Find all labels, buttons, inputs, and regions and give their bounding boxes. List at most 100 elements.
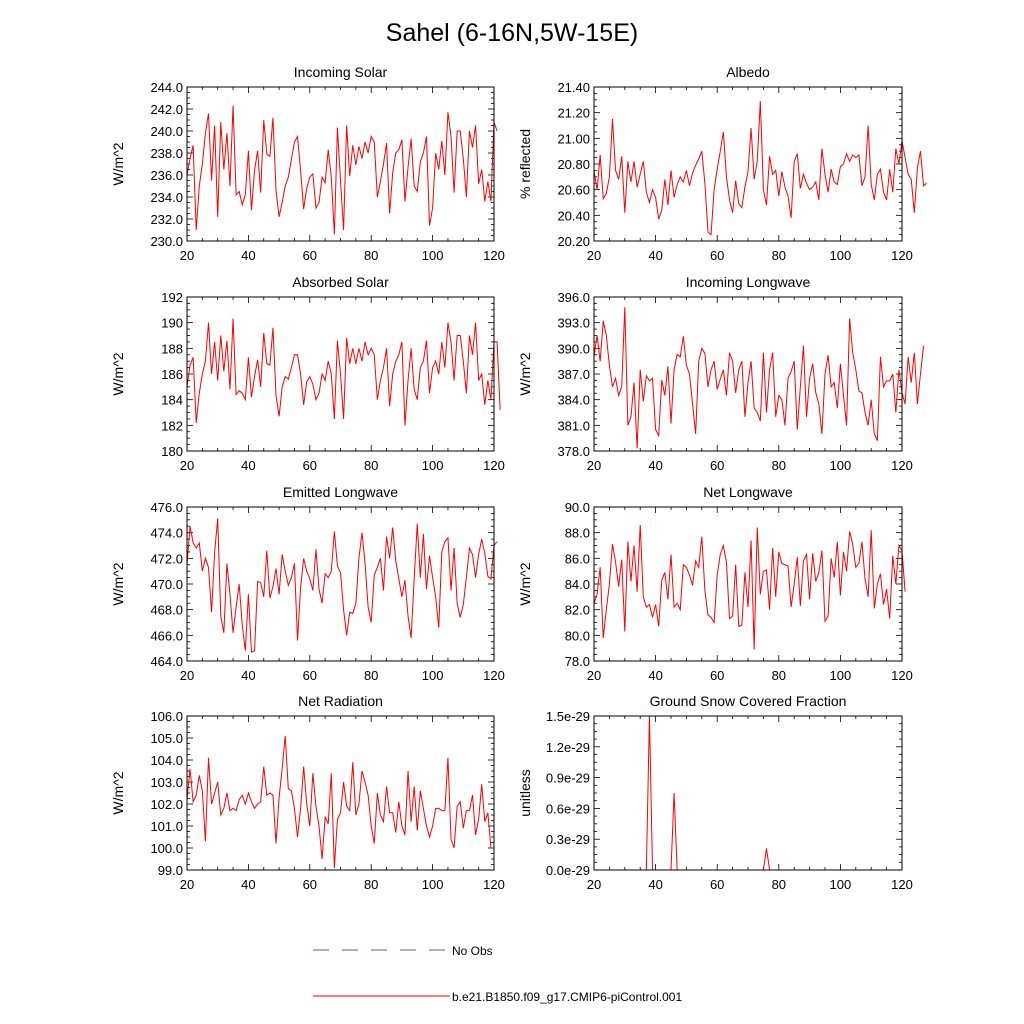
y-tick-label: 240.0 — [150, 124, 183, 139]
panel-8: Ground Snow Covered Fraction unitless 20 40… — [517, 693, 913, 892]
legend-obs-label: No Obs — [452, 944, 493, 958]
panel-7: Net Radiation W/m^2 20 40 60 80 100 120 99.0 100.… — [110, 693, 505, 892]
y-tick-label: 21.00 — [557, 131, 590, 146]
x-tick-label: 120 — [891, 668, 913, 683]
y-tick-label: 78.0 — [565, 654, 590, 669]
x-tick-label: 20 — [587, 458, 601, 473]
x-tick-label: 20 — [587, 668, 601, 683]
y-tick-label: 100.0 — [150, 841, 183, 856]
panel-title: Emitted Longwave — [283, 484, 398, 500]
panel-2: Albedo % reflected 20 40 60 80 100 120 20.20 20.4… — [517, 64, 927, 263]
x-tick-label: 60 — [303, 877, 317, 892]
y-axis-label: W/m^2 — [110, 142, 126, 185]
legend-model-label: b.e21.B1850.f09_g17.CMIP6-piControl.001 — [452, 990, 682, 1004]
panel-5: Emitted Longwave W/m^2 20 40 60 80 100 120 464.0… — [110, 484, 505, 683]
plot-frame — [186, 715, 495, 871]
y-tick-label: 474.0 — [150, 526, 183, 541]
y-axis-label: % reflected — [517, 129, 533, 199]
x-tick-label: 40 — [648, 668, 662, 683]
x-tick-label: 120 — [891, 877, 913, 892]
y-axis-label: W/m^2 — [110, 352, 126, 395]
y-tick-label: 84.0 — [565, 577, 590, 592]
y-axis-label: W/m^2 — [110, 562, 126, 605]
plot-frame — [186, 296, 495, 452]
x-tick-label: 20 — [180, 458, 194, 473]
x-tick-label: 120 — [891, 248, 913, 263]
y-tick-label: 105.0 — [150, 731, 183, 746]
y-tick-label: 182 — [161, 418, 183, 433]
x-tick-label: 120 — [483, 668, 505, 683]
panels: Incoming Solar W/m^2 20 40 60 80 100 120 230.0 23… — [110, 64, 927, 892]
series-line — [593, 524, 906, 650]
y-tick-label: 466.0 — [150, 628, 183, 643]
y-axis-label: W/m^2 — [517, 352, 533, 395]
x-tick-label: 80 — [772, 458, 786, 473]
y-tick-label: 106.0 — [150, 709, 183, 724]
plot-frame — [593, 86, 903, 242]
x-tick-label: 80 — [364, 248, 378, 263]
x-tick-label: 20 — [180, 668, 194, 683]
y-tick-label: 230.0 — [150, 234, 183, 249]
plot-frame — [593, 296, 903, 452]
x-tick-label: 100 — [422, 248, 444, 263]
y-tick-label: 186 — [161, 367, 183, 382]
series-line — [186, 105, 498, 235]
x-tick-label: 120 — [483, 458, 505, 473]
panel-1: Incoming Solar W/m^2 20 40 60 80 100 120 230.0 23… — [110, 64, 505, 263]
y-tick-label: 180 — [161, 444, 183, 459]
panel-title: Albedo — [726, 64, 770, 80]
panel-title: Absorbed Solar — [292, 274, 389, 290]
y-tick-label: 190 — [161, 316, 183, 331]
x-tick-label: 40 — [241, 248, 255, 263]
y-tick-label: 80.0 — [565, 628, 590, 643]
series-line — [186, 318, 501, 426]
y-tick-label: 90.0 — [565, 500, 590, 515]
y-tick-label: 82.0 — [565, 603, 590, 618]
x-tick-label: 80 — [364, 668, 378, 683]
y-axis-label: W/m^2 — [110, 771, 126, 814]
x-tick-label: 120 — [483, 877, 505, 892]
y-tick-label: 20.80 — [557, 157, 590, 172]
x-tick-label: 20 — [180, 877, 194, 892]
y-tick-label: 1.2e-29 — [546, 740, 590, 755]
x-tick-label: 80 — [364, 877, 378, 892]
y-tick-label: 192 — [161, 290, 183, 305]
panel-title: Incoming Solar — [294, 64, 388, 80]
plot-frame — [593, 715, 903, 871]
x-tick-label: 80 — [772, 248, 786, 263]
y-tick-label: 242.0 — [150, 102, 183, 117]
y-tick-label: 390.0 — [557, 341, 590, 356]
series-line — [186, 735, 492, 868]
y-tick-label: 21.40 — [557, 80, 590, 95]
legend: No Obs b.e21.B1850.f09_g17.CMIP6-piContr… — [313, 944, 682, 1004]
panel-title: Incoming Longwave — [686, 274, 811, 290]
y-tick-label: 472.0 — [150, 551, 183, 566]
x-tick-label: 80 — [364, 458, 378, 473]
y-tick-label: 0.6e-29 — [546, 801, 590, 816]
x-tick-label: 100 — [422, 458, 444, 473]
y-tick-label: 99.0 — [158, 863, 183, 878]
y-tick-label: 378.0 — [557, 444, 590, 459]
x-tick-label: 40 — [241, 668, 255, 683]
x-tick-label: 40 — [648, 458, 662, 473]
x-tick-label: 60 — [303, 668, 317, 683]
y-tick-label: 102.0 — [150, 797, 183, 812]
y-tick-label: 103.0 — [150, 775, 183, 790]
y-axis-label: W/m^2 — [517, 562, 533, 605]
y-tick-label: 20.40 — [557, 208, 590, 223]
y-tick-label: 464.0 — [150, 654, 183, 669]
y-tick-label: 236.0 — [150, 168, 183, 183]
x-tick-label: 60 — [710, 248, 724, 263]
y-tick-label: 21.20 — [557, 106, 590, 121]
y-tick-label: 232.0 — [150, 212, 183, 227]
x-tick-label: 80 — [772, 668, 786, 683]
y-tick-label: 476.0 — [150, 500, 183, 515]
panel-4: Incoming Longwave W/m^2 20 40 60 80 100 120 378.… — [517, 274, 925, 473]
x-tick-label: 20 — [587, 877, 601, 892]
y-tick-label: 184 — [161, 393, 183, 408]
panel-3: Absorbed Solar W/m^2 20 40 60 80 100 120 180 182 1… — [110, 274, 505, 473]
y-tick-label: 0.3e-29 — [546, 832, 590, 847]
y-tick-label: 104.0 — [150, 753, 183, 768]
y-tick-label: 468.0 — [150, 603, 183, 618]
